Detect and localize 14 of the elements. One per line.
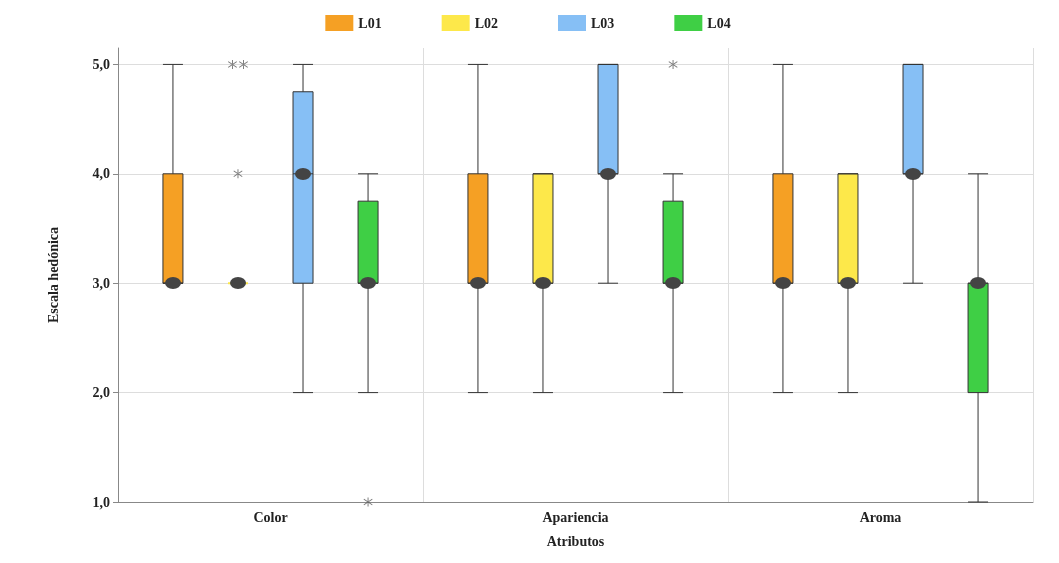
y-tick-label: 2,0 xyxy=(92,385,110,401)
y-axis-title: Escala hedónica xyxy=(45,226,61,324)
y-tick-label: 5,0 xyxy=(92,56,110,72)
legend-label: L04 xyxy=(707,15,731,31)
legend-label: L03 xyxy=(591,15,615,31)
y-tick-label: 3,0 xyxy=(92,275,110,291)
legend-label: L02 xyxy=(474,15,499,31)
y-tick-label: 1,0 xyxy=(92,494,110,510)
x-tick-label: Color xyxy=(253,509,288,525)
y-tick-label: 4,0 xyxy=(92,166,110,182)
x-tick-label: Aroma xyxy=(859,509,902,525)
x-tick-label: Apariencia xyxy=(542,509,609,525)
x-axis-title: Atributos xyxy=(546,533,605,549)
legend-label: L01 xyxy=(358,15,382,31)
